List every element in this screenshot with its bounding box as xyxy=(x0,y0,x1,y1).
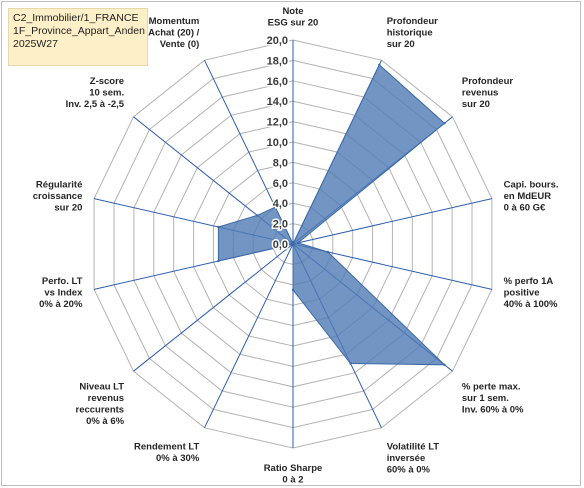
chart-title-line-3: 2025W27 xyxy=(13,38,58,50)
data-point xyxy=(217,259,220,263)
category-label: Achat (20) / xyxy=(148,27,200,38)
category-label: vs Index xyxy=(44,287,83,298)
data-point xyxy=(291,288,295,292)
category-label: sur 20 xyxy=(54,203,82,214)
category-label: revenus xyxy=(88,393,124,404)
category-label: Régularité xyxy=(36,180,82,191)
category-label: revenus xyxy=(462,87,498,98)
data-point xyxy=(378,63,381,66)
axis-spoke xyxy=(292,198,493,245)
category-label: Note xyxy=(282,6,303,17)
category-label: 0 à 60 G€ xyxy=(504,203,546,214)
data-point xyxy=(274,206,277,209)
category-label: croissance xyxy=(33,191,83,202)
category-label: Profondeur xyxy=(462,76,513,87)
category-label: historique xyxy=(387,27,433,38)
tick-label: 18,0 xyxy=(267,55,288,67)
category-label: Inv. 60% à 0% xyxy=(462,405,524,416)
category-label: ESG sur 20 xyxy=(268,18,319,29)
category-label: Rendement LT xyxy=(134,442,199,453)
category-label: % perfo 1A xyxy=(504,276,554,287)
data-point xyxy=(443,363,446,366)
data-point xyxy=(296,241,300,245)
data-point xyxy=(443,122,446,125)
chart-title-line-1: C2_Immobilier/1_FRANCE xyxy=(13,12,139,24)
category-label: 0% à 6% xyxy=(86,416,125,427)
axis-spoke xyxy=(133,243,294,372)
tick-label: 8,0 xyxy=(273,157,288,169)
category-label: Perfo. LT xyxy=(42,276,83,287)
category-label: Vente (0) xyxy=(160,39,200,50)
category-label: reccurents xyxy=(76,405,125,416)
axis-spoke xyxy=(204,243,294,429)
category-label: 40% à 100% xyxy=(504,299,558,310)
category-label: Profondeur xyxy=(387,16,438,27)
tick-label: 12,0 xyxy=(267,117,288,129)
category-label: 60% à 0% xyxy=(387,465,431,476)
category-label: Ratio Sharpe xyxy=(264,463,323,474)
category-label: sur 20 xyxy=(462,99,490,110)
tick-label: 20,0 xyxy=(267,35,288,47)
tick-label: 6,0 xyxy=(273,178,288,190)
category-label: sur 1 sem. xyxy=(462,393,509,404)
category-label: 0% à 20% xyxy=(39,299,83,310)
category-label: Capi. bours. xyxy=(504,180,559,191)
category-label: Inv. 2,5 à -2,5 xyxy=(66,99,125,110)
category-label: 0% à 30% xyxy=(156,453,200,464)
data-point xyxy=(217,225,220,229)
data-point xyxy=(326,250,329,254)
tick-label: 10,0 xyxy=(267,137,288,149)
category-label: Volatilité LT xyxy=(387,442,440,453)
tick-label: 14,0 xyxy=(267,96,288,108)
chart-title-box: C2_Immobilier/1_FRANCE 1F_Province_Appar… xyxy=(8,8,148,66)
category-label: inversée xyxy=(387,453,426,464)
category-label: 0 à 2 xyxy=(282,475,303,486)
tick-label: 2,0 xyxy=(273,219,288,231)
data-point xyxy=(291,242,295,246)
series-area xyxy=(217,63,446,366)
category-label: 10 sem. xyxy=(89,87,124,98)
category-label: Z-score xyxy=(90,76,124,87)
tick-label: 0,0 xyxy=(273,239,288,251)
chart-title-line-2: 1F_Province_Appart_Anden xyxy=(13,25,145,37)
tick-label: 16,0 xyxy=(267,76,288,88)
data-point xyxy=(349,362,352,365)
category-label: Momentum xyxy=(149,16,200,27)
category-label: Niveau LT xyxy=(79,382,124,393)
category-label: en MdEUR xyxy=(504,191,552,202)
category-label: positive xyxy=(504,287,540,298)
category-label: % perte max. xyxy=(462,382,521,393)
category-label: sur 20 xyxy=(387,39,415,50)
tick-label: 4,0 xyxy=(273,198,288,210)
data-point xyxy=(255,214,259,217)
